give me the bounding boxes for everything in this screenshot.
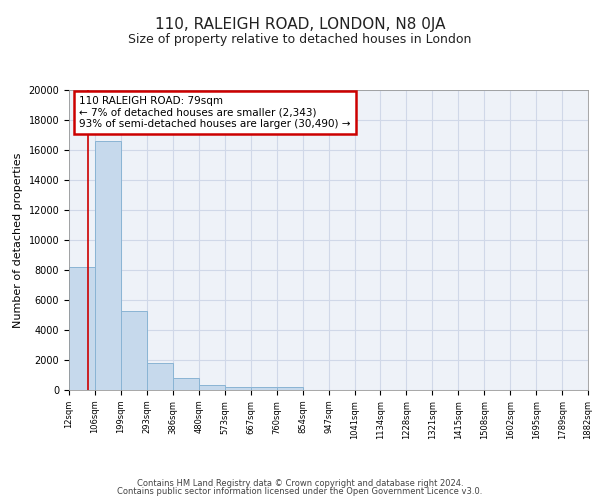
Bar [224, 387, 251, 390]
Bar [147, 363, 173, 390]
Bar [95, 141, 121, 390]
Text: Size of property relative to detached houses in London: Size of property relative to detached ho… [128, 32, 472, 46]
Bar [121, 310, 147, 390]
Y-axis label: Number of detached properties: Number of detached properties [13, 152, 23, 328]
Bar [277, 387, 302, 390]
Text: Contains HM Land Registry data © Crown copyright and database right 2024.: Contains HM Land Registry data © Crown c… [137, 478, 463, 488]
Text: 110, RALEIGH ROAD, LONDON, N8 0JA: 110, RALEIGH ROAD, LONDON, N8 0JA [155, 18, 445, 32]
Bar [173, 378, 199, 390]
Bar [69, 267, 95, 390]
Text: 110 RALEIGH ROAD: 79sqm
← 7% of detached houses are smaller (2,343)
93% of semi-: 110 RALEIGH ROAD: 79sqm ← 7% of detached… [79, 96, 351, 129]
Bar [199, 385, 224, 390]
Bar [251, 387, 277, 390]
Text: Contains public sector information licensed under the Open Government Licence v3: Contains public sector information licen… [118, 487, 482, 496]
